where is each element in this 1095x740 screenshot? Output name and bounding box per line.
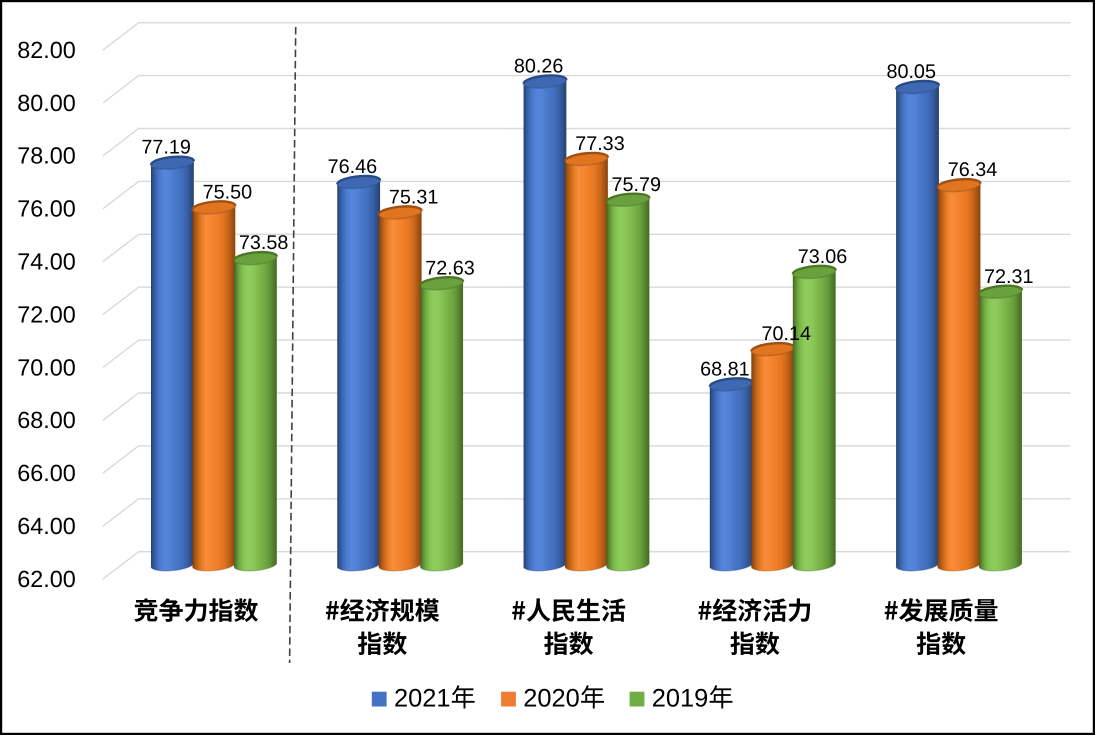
svg-text:74.00: 74.00 xyxy=(17,249,76,275)
svg-text:2020: 2020 xyxy=(523,685,579,713)
svg-text:80.00: 80.00 xyxy=(17,90,76,116)
svg-text:77.33: 77.33 xyxy=(575,133,625,155)
svg-text:64.00: 64.00 xyxy=(17,513,76,539)
svg-text:2021: 2021 xyxy=(394,685,450,713)
svg-text:72.00: 72.00 xyxy=(17,301,76,327)
svg-text:70.00: 70.00 xyxy=(17,354,76,380)
svg-text:76.46: 76.46 xyxy=(328,156,378,178)
svg-text:82.00: 82.00 xyxy=(17,37,76,63)
svg-text:2019: 2019 xyxy=(652,685,708,713)
svg-text:70.14: 70.14 xyxy=(761,323,811,345)
svg-text:80.26: 80.26 xyxy=(514,56,564,78)
svg-text:72.31: 72.31 xyxy=(984,266,1034,288)
svg-text:68.81: 68.81 xyxy=(700,358,750,380)
svg-text:75.79: 75.79 xyxy=(611,174,661,196)
svg-text:76.00: 76.00 xyxy=(17,196,76,222)
svg-text:73.58: 73.58 xyxy=(239,232,289,254)
svg-text:72.63: 72.63 xyxy=(425,257,475,279)
svg-text:68.00: 68.00 xyxy=(17,407,76,433)
svg-text:80.05: 80.05 xyxy=(886,61,936,83)
svg-text:62.00: 62.00 xyxy=(17,566,76,592)
svg-text:77.19: 77.19 xyxy=(141,137,191,159)
svg-text:78.00: 78.00 xyxy=(17,143,76,169)
svg-text:66.00: 66.00 xyxy=(17,460,76,486)
svg-text:75.50: 75.50 xyxy=(203,181,253,203)
svg-text:75.31: 75.31 xyxy=(389,186,439,208)
svg-text:73.06: 73.06 xyxy=(798,246,848,268)
svg-text:76.34: 76.34 xyxy=(948,159,998,181)
